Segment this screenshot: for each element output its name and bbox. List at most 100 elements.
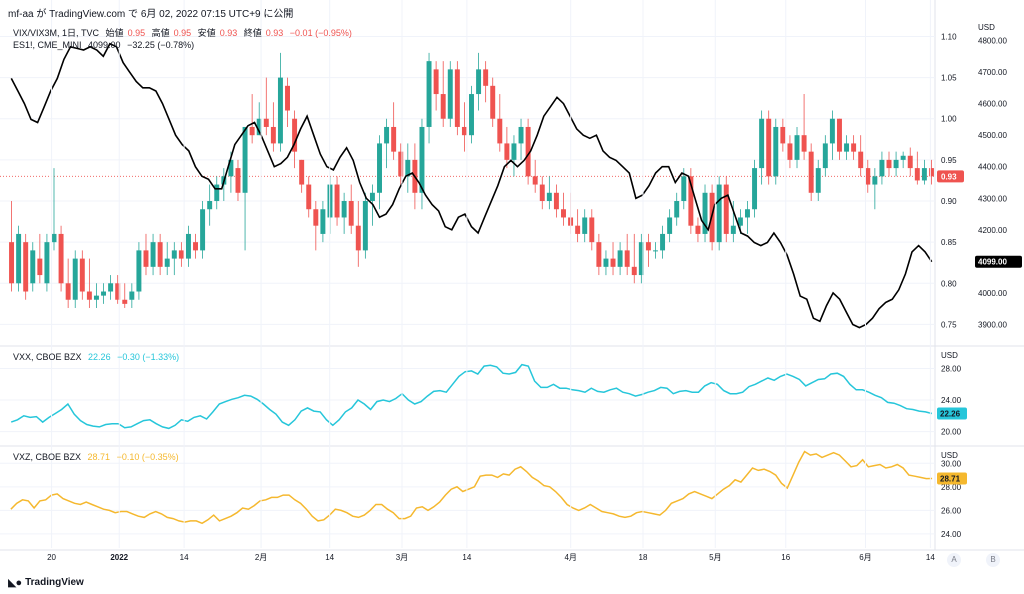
candle bbox=[914, 168, 920, 181]
vxx-tick-label: 28.00 bbox=[941, 365, 962, 374]
vix-tick-label: 0.90 bbox=[941, 197, 957, 206]
vix-tick-label: 0.80 bbox=[941, 279, 957, 288]
candle bbox=[320, 209, 326, 234]
vxx-line bbox=[10, 363, 932, 430]
candle bbox=[575, 225, 581, 234]
candle bbox=[723, 184, 729, 234]
candle bbox=[582, 217, 588, 234]
candle bbox=[490, 85, 496, 119]
es-unit-label: USD bbox=[978, 23, 995, 32]
candle bbox=[228, 159, 234, 177]
candle bbox=[277, 77, 283, 144]
legend-ohlc-0-label: 始値 bbox=[105, 28, 124, 38]
legend-ohlc-2-value: 0.93 bbox=[219, 28, 238, 38]
legend-vxx-change: −0.30 (−1.33%) bbox=[117, 352, 180, 362]
candle bbox=[596, 242, 602, 267]
candle bbox=[844, 143, 850, 152]
candle bbox=[369, 192, 375, 202]
vix-tick-label: 0.75 bbox=[941, 320, 957, 329]
tradingview-brand: TradingView bbox=[25, 577, 84, 588]
candle bbox=[384, 126, 390, 144]
candle bbox=[108, 283, 114, 292]
legend-es-change: −32.25 (−0.78%) bbox=[127, 40, 195, 50]
tradingview-logo[interactable]: ◣● TradingView bbox=[8, 576, 84, 589]
candle bbox=[681, 176, 687, 202]
legend-vxx-symbol: VXX, CBOE BZX bbox=[13, 352, 82, 362]
es-tick-label: 4500.00 bbox=[978, 131, 1007, 140]
candle bbox=[836, 118, 842, 152]
x-tick-label: 2022 bbox=[110, 553, 128, 562]
es-last-badge bbox=[975, 255, 1022, 268]
vix-tick-label: 1.00 bbox=[941, 115, 957, 124]
vxz-tick-label: 26.00 bbox=[941, 506, 962, 515]
candle bbox=[893, 159, 899, 169]
vxx-tick-label: 20.00 bbox=[941, 428, 962, 437]
x-tick-label: 14 bbox=[926, 553, 935, 562]
candle bbox=[433, 69, 439, 95]
auto-scale-button[interactable]: A bbox=[947, 553, 961, 567]
legend-ohlc-3-value: 0.93 bbox=[265, 28, 284, 38]
candle bbox=[93, 295, 99, 300]
candle bbox=[660, 233, 666, 251]
candle bbox=[645, 242, 651, 251]
candle bbox=[539, 184, 545, 202]
candle bbox=[716, 184, 722, 243]
vxz-last-label: 28.71 bbox=[940, 474, 961, 483]
candle bbox=[37, 258, 43, 276]
x-tick-label: 3月 bbox=[396, 553, 408, 562]
candle bbox=[185, 233, 191, 259]
candle bbox=[377, 143, 382, 193]
x-tick-label: 4月 bbox=[564, 553, 576, 562]
legend-vxx: VXX, CBOE BZX 22.26 −0.30 (−1.33%) bbox=[13, 352, 183, 362]
candle bbox=[214, 184, 220, 202]
candle bbox=[872, 176, 878, 185]
scale-b-button[interactable]: B bbox=[986, 553, 1000, 567]
candle bbox=[72, 258, 78, 300]
candle bbox=[30, 250, 36, 284]
candle bbox=[497, 118, 503, 144]
legend-vxz-symbol: VXZ, CBOE BZX bbox=[13, 452, 82, 462]
x-tick-label: 14 bbox=[180, 553, 189, 562]
candle bbox=[16, 233, 22, 284]
candle bbox=[483, 69, 489, 86]
legend-vxz: VXZ, CBOE BZX 28.71 −0.10 (−0.35%) bbox=[13, 452, 183, 462]
candle bbox=[101, 291, 107, 296]
candle bbox=[58, 233, 64, 284]
candle bbox=[171, 250, 177, 259]
candle bbox=[822, 143, 828, 169]
vxx-last-badge bbox=[937, 407, 967, 420]
candle bbox=[454, 69, 460, 127]
candle bbox=[249, 126, 255, 136]
candle bbox=[815, 168, 821, 193]
legend-es-symbol: ES1!, CME_MINI bbox=[13, 40, 82, 50]
vxx-tick-label: 24.00 bbox=[941, 396, 962, 405]
candle bbox=[532, 176, 538, 185]
candle bbox=[292, 118, 298, 152]
candle bbox=[851, 143, 857, 152]
candle bbox=[285, 85, 290, 111]
candle bbox=[631, 266, 637, 276]
candle bbox=[207, 201, 213, 210]
candle bbox=[86, 291, 92, 300]
candle bbox=[766, 118, 772, 177]
legend-ohlc-2-label: 安値 bbox=[197, 28, 216, 38]
candle bbox=[341, 201, 347, 218]
legend-es-value: 4099.00 bbox=[88, 40, 121, 50]
x-tick-label: 16 bbox=[781, 553, 790, 562]
x-tick-label: 6月 bbox=[859, 553, 871, 562]
vix-last-label: 0.93 bbox=[941, 172, 957, 181]
candle bbox=[136, 250, 142, 292]
es-tick-label: 4300.00 bbox=[978, 194, 1007, 203]
candle bbox=[787, 143, 793, 160]
candle bbox=[164, 258, 170, 267]
candle bbox=[461, 126, 467, 136]
candle bbox=[334, 184, 340, 218]
candle bbox=[150, 242, 156, 267]
candle bbox=[200, 209, 206, 251]
candle bbox=[405, 159, 411, 177]
legend-es: ES1!, CME_MINI 4099.00 −32.25 (−0.78%) bbox=[13, 40, 198, 50]
x-tick-label: 14 bbox=[325, 553, 334, 562]
vxz-last-badge bbox=[937, 472, 967, 485]
candle bbox=[702, 192, 708, 234]
